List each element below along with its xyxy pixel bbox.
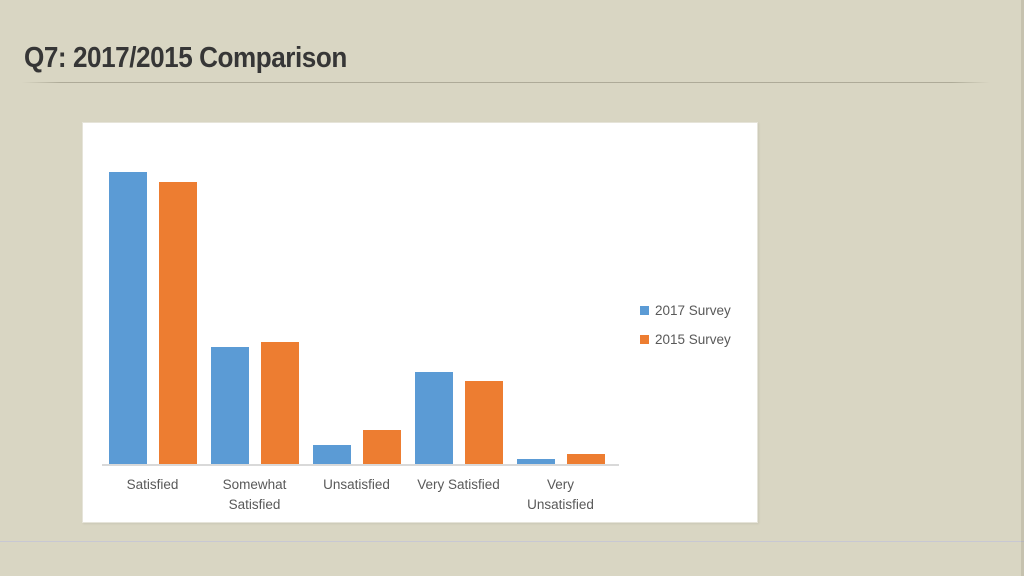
- footer-divider: [0, 541, 1024, 542]
- chart-legend: 2017 Survey 2015 Survey: [640, 303, 731, 347]
- bar-2015-survey-very-satisfied: [465, 381, 503, 464]
- x-axis-label-unsatisfied: Unsatisfied: [323, 477, 390, 492]
- legend-swatch-icon: [640, 306, 649, 315]
- bar-2015-survey-unsatisfied: [363, 430, 401, 464]
- bar-2017-survey-somewhat-satisfied: [211, 347, 249, 464]
- legend-swatch-icon: [640, 335, 649, 344]
- x-axis-label-very-satisfied: Very Satisfied: [417, 477, 500, 492]
- bar-2015-survey-very-unsatisfied: [567, 454, 605, 464]
- x-axis-label-very-unsatisfied: Very Unsatisfied: [527, 477, 594, 512]
- bar-2017-survey-unsatisfied: [313, 445, 351, 464]
- slide-title: Q7: 2017/2015 Comparison: [24, 42, 347, 74]
- title-divider: [22, 82, 990, 83]
- bar-2017-survey-satisfied: [109, 172, 147, 464]
- bar-2015-survey-satisfied: [159, 182, 197, 464]
- legend-label: 2015 Survey: [655, 332, 731, 347]
- bar-2015-survey-somewhat-satisfied: [261, 342, 299, 464]
- bar-2017-survey-very-unsatisfied: [517, 459, 555, 464]
- chart-panel: Satisfied Somewhat Satisfied Unsatisfied Ver…: [82, 122, 758, 523]
- slide-right-edge-shade: [1021, 0, 1024, 576]
- legend-label: 2017 Survey: [655, 303, 731, 318]
- x-axis-label-somewhat-satisfied: Somewhat Satisfied: [222, 477, 287, 512]
- legend-entry-2015-survey: 2015 Survey: [640, 332, 731, 347]
- legend-entry-2017-survey: 2017 Survey: [640, 303, 731, 318]
- x-axis-line: [102, 464, 619, 466]
- plot-area: Satisfied Somewhat Satisfied Unsatisfied Ver…: [102, 123, 619, 512]
- x-axis-label-satisfied: Satisfied: [126, 477, 179, 492]
- bar-2017-survey-very-satisfied: [415, 372, 453, 464]
